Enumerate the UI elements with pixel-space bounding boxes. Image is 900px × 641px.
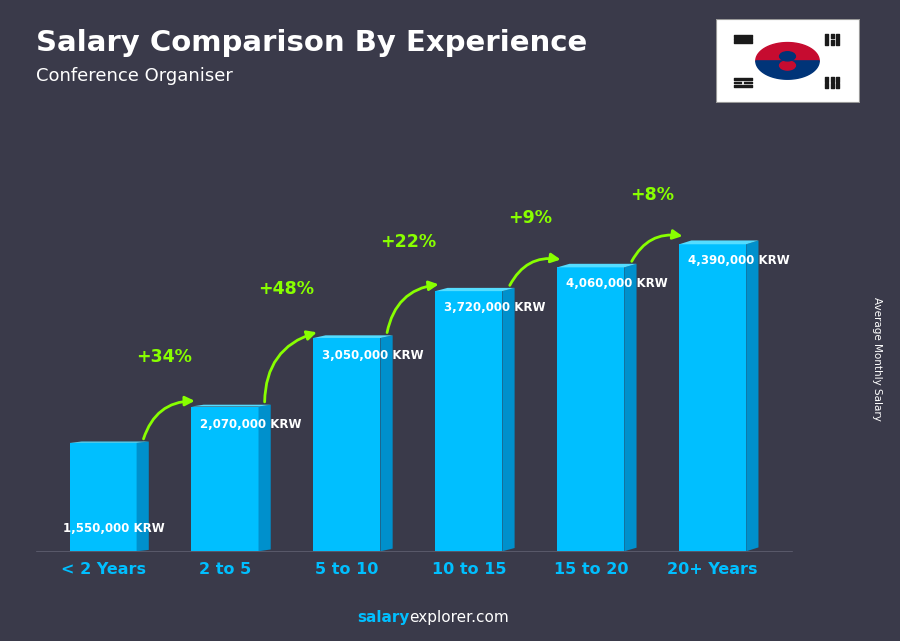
Text: 4,390,000 KRW: 4,390,000 KRW xyxy=(688,254,789,267)
Circle shape xyxy=(779,61,796,70)
Text: 2,070,000 KRW: 2,070,000 KRW xyxy=(200,418,302,431)
Polygon shape xyxy=(746,240,759,551)
Text: 3,050,000 KRW: 3,050,000 KRW xyxy=(322,349,424,362)
Polygon shape xyxy=(756,42,819,61)
Text: +22%: +22% xyxy=(380,233,436,251)
Polygon shape xyxy=(313,335,392,338)
Polygon shape xyxy=(756,61,819,79)
Polygon shape xyxy=(381,335,392,551)
Polygon shape xyxy=(625,264,636,551)
Text: Conference Organiser: Conference Organiser xyxy=(36,67,233,85)
Bar xyxy=(436,291,502,551)
Text: explorer.com: explorer.com xyxy=(410,610,509,625)
Bar xyxy=(69,443,137,551)
Bar xyxy=(313,338,381,551)
Text: 4,060,000 KRW: 4,060,000 KRW xyxy=(566,278,668,290)
Polygon shape xyxy=(680,240,759,244)
Polygon shape xyxy=(557,264,636,267)
Text: salary: salary xyxy=(357,610,410,625)
Bar xyxy=(557,267,625,551)
Text: +48%: +48% xyxy=(258,279,314,297)
Text: 3,720,000 KRW: 3,720,000 KRW xyxy=(444,301,545,314)
Bar xyxy=(192,406,258,551)
Text: Salary Comparison By Experience: Salary Comparison By Experience xyxy=(36,29,587,57)
Text: 1,550,000 KRW: 1,550,000 KRW xyxy=(63,522,166,535)
Polygon shape xyxy=(137,442,148,551)
Circle shape xyxy=(779,52,796,61)
Bar xyxy=(680,244,746,551)
Text: +9%: +9% xyxy=(508,209,552,227)
Polygon shape xyxy=(436,288,515,291)
Text: +8%: +8% xyxy=(630,186,674,204)
Text: Average Monthly Salary: Average Monthly Salary xyxy=(872,297,883,421)
Polygon shape xyxy=(258,404,271,551)
Polygon shape xyxy=(192,404,271,406)
Text: +34%: +34% xyxy=(136,348,192,366)
Polygon shape xyxy=(69,442,148,443)
Polygon shape xyxy=(502,288,515,551)
